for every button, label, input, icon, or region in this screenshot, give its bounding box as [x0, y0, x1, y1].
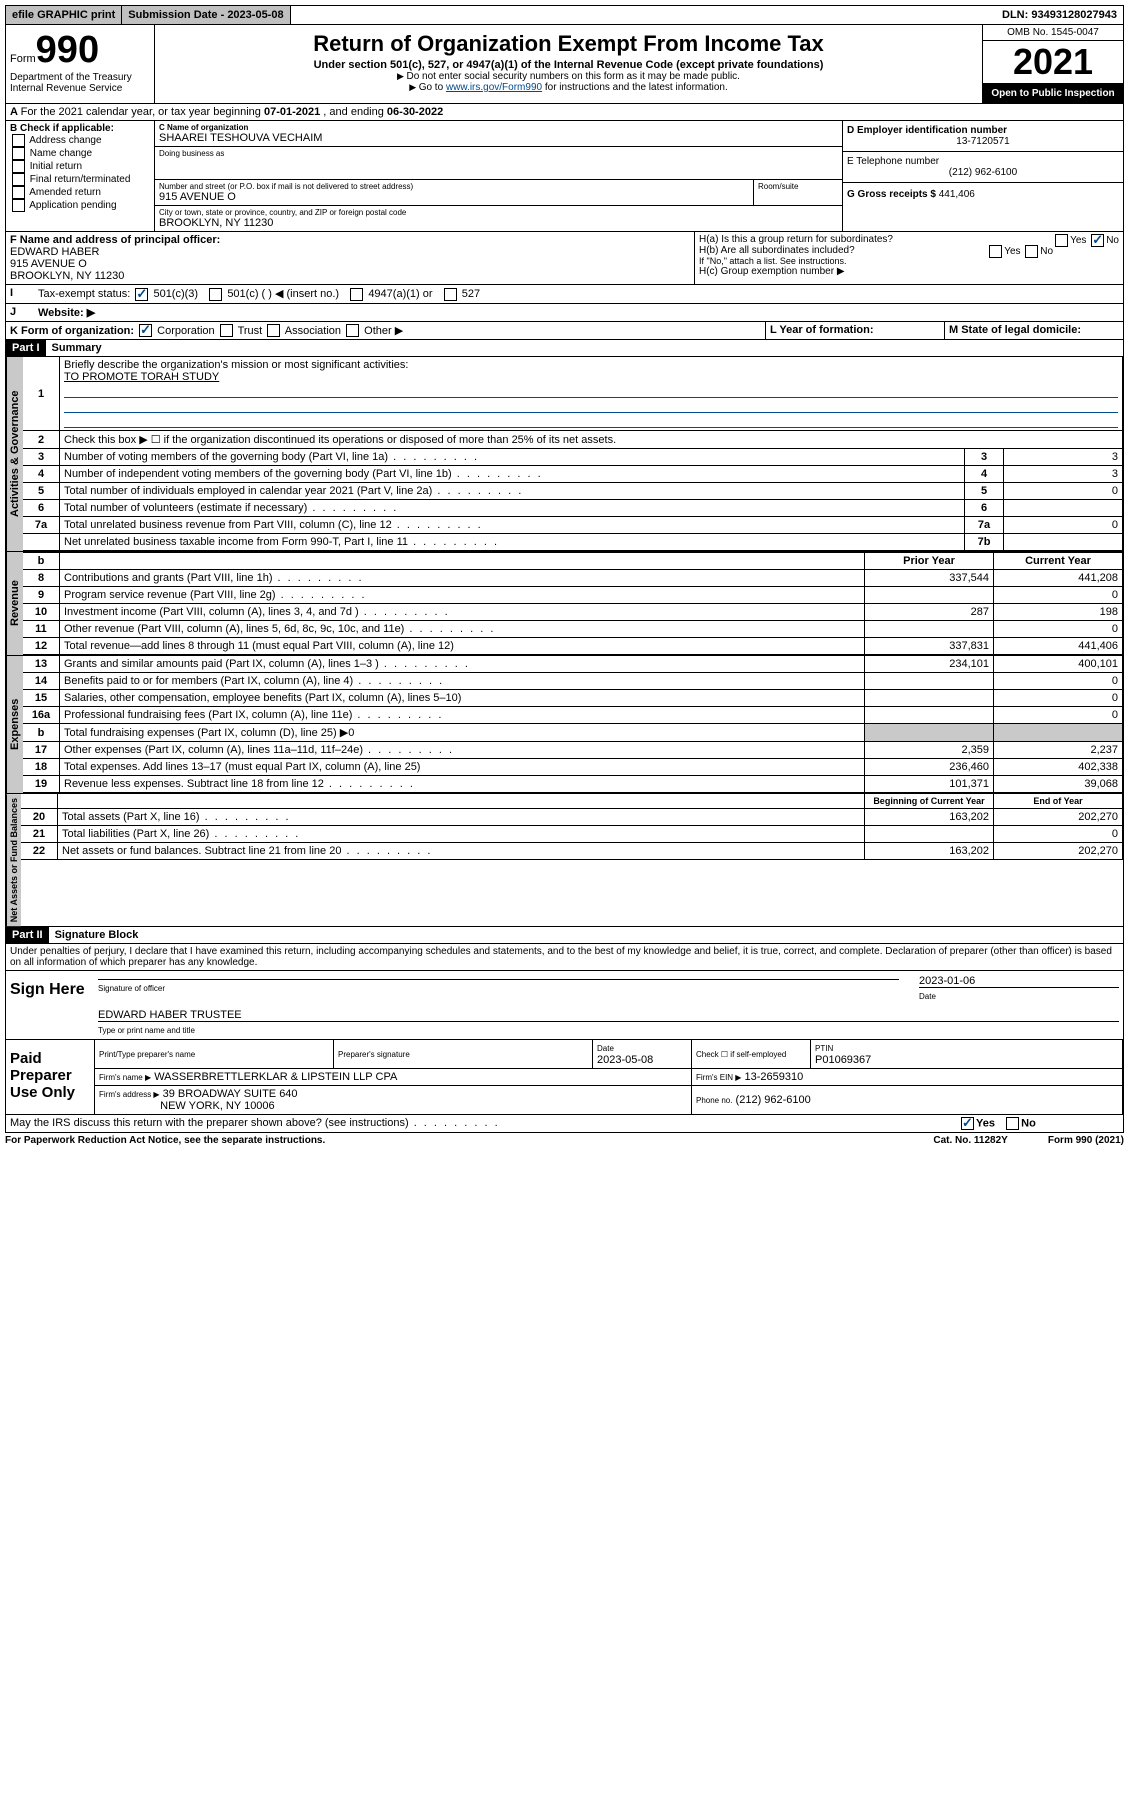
- cb-527[interactable]: [444, 288, 457, 301]
- gross-value: 441,406: [939, 189, 975, 200]
- cb-amended[interactable]: Amended return: [10, 186, 150, 199]
- dba-label: Doing business as: [159, 149, 838, 158]
- mission-text: TO PROMOTE TORAH STUDY: [64, 371, 219, 383]
- submission-date: Submission Date - 2023-05-08: [122, 6, 290, 24]
- tax-status-row: I Tax-exempt status: 501(c)(3) 501(c) ( …: [5, 285, 1124, 304]
- firm-ein: 13-2659310: [745, 1071, 804, 1083]
- ein-label: D Employer identification number: [847, 125, 1119, 136]
- cb-name-change[interactable]: Name change: [10, 147, 150, 160]
- firm-addr1: 39 BROADWAY SUITE 640: [163, 1088, 298, 1100]
- page-footer: For Paperwork Reduction Act Notice, see …: [5, 1133, 1124, 1148]
- open-inspection: Open to Public Inspection: [983, 84, 1123, 103]
- sign-date: 2023-01-06: [919, 975, 1119, 987]
- cb-final-return[interactable]: Final return/terminated: [10, 173, 150, 186]
- net-section: Net Assets or Fund Balances Beginning of…: [5, 794, 1124, 927]
- officer-addr2: BROOKLYN, NY 11230: [10, 270, 690, 282]
- officer-printed: EDWARD HABER TRUSTEE: [98, 1009, 1119, 1021]
- penalty-statement: Under penalties of perjury, I declare th…: [5, 944, 1124, 971]
- efile-print-button[interactable]: efile GRAPHIC print: [6, 6, 122, 24]
- phone-value: (212) 962-6100: [847, 167, 1119, 178]
- addr-label: Number and street (or P.O. box if mail i…: [159, 182, 749, 191]
- cb-501c[interactable]: [209, 288, 222, 301]
- cb-address-change[interactable]: Address change: [10, 134, 150, 147]
- section-b-label: B Check if applicable:: [10, 123, 150, 134]
- cb-4947[interactable]: [350, 288, 363, 301]
- cb-trust[interactable]: [220, 324, 233, 337]
- dln: DLN: 93493128027943: [996, 6, 1123, 24]
- expenses-table: 13Grants and similar amounts paid (Part …: [23, 656, 1123, 793]
- irs-label: Internal Revenue Service: [10, 83, 150, 94]
- cb-other[interactable]: [346, 324, 359, 337]
- website-label: Website: ▶: [34, 304, 1123, 321]
- ssn-note: Do not enter social security numbers on …: [159, 71, 978, 82]
- f-label: F Name and address of principal officer:: [10, 234, 690, 246]
- sign-here-label: Sign Here: [6, 971, 94, 1039]
- gross-label: G Gross receipts $: [847, 189, 936, 200]
- firm-addr2: NEW YORK, NY 10006: [160, 1100, 275, 1112]
- dept-treasury: Department of the Treasury: [10, 72, 150, 83]
- sign-here-block: Sign Here Signature of officer 2023-01-0…: [5, 971, 1124, 1040]
- vtab-expenses: Expenses: [6, 656, 23, 793]
- tax-year: 2021: [983, 41, 1123, 84]
- officer-group-block: F Name and address of principal officer:…: [5, 232, 1124, 285]
- cb-assoc[interactable]: [267, 324, 280, 337]
- c-name-label: C Name of organization: [159, 123, 838, 132]
- gov-table: 1 Briefly describe the organization's mi…: [23, 357, 1123, 551]
- irs-link[interactable]: www.irs.gov/Form990: [446, 82, 542, 93]
- form-subtitle: Under section 501(c), 527, or 4947(a)(1)…: [159, 59, 978, 71]
- line-a: A For the 2021 calendar year, or tax yea…: [5, 104, 1124, 121]
- form-word: Form: [10, 53, 36, 65]
- revenue-section: Revenue b Prior Year Current Year 8Contr…: [5, 552, 1124, 656]
- net-table: Beginning of Current Year End of Year 20…: [21, 794, 1123, 860]
- m-label: M State of legal domicile:: [949, 324, 1081, 336]
- h-a: H(a) Is this a group return for subordin…: [699, 234, 1119, 245]
- form-header: Form990 Department of the Treasury Inter…: [5, 25, 1124, 104]
- gov-section: Activities & Governance 1 Briefly descri…: [5, 357, 1124, 552]
- cb-501c3[interactable]: [135, 288, 148, 301]
- form-title: Return of Organization Exempt From Incom…: [159, 31, 978, 57]
- cb-discuss-no[interactable]: [1006, 1117, 1019, 1130]
- cb-corp[interactable]: [139, 324, 152, 337]
- form-number: 990: [36, 29, 99, 71]
- paid-label: Paid Preparer Use Only: [6, 1040, 94, 1114]
- h-c: H(c) Group exemption number ▶: [699, 266, 1119, 277]
- firm-phone: (212) 962-6100: [736, 1094, 811, 1106]
- website-row: J Website: ▶: [5, 304, 1124, 322]
- org-city: BROOKLYN, NY 11230: [159, 217, 838, 229]
- efile-topbar: efile GRAPHIC print Submission Date - 20…: [5, 5, 1124, 25]
- h-note: If "No," attach a list. See instructions…: [699, 256, 1119, 266]
- cb-discuss-yes[interactable]: [961, 1117, 974, 1130]
- cb-app-pending[interactable]: Application pending: [10, 199, 150, 212]
- paid-preparer-block: Paid Preparer Use Only Print/Type prepar…: [5, 1040, 1124, 1115]
- phone-label: E Telephone number: [847, 156, 1119, 167]
- room-label: Room/suite: [758, 182, 838, 191]
- revenue-table: b Prior Year Current Year 8Contributions…: [23, 552, 1123, 655]
- discuss-row: May the IRS discuss this return with the…: [5, 1115, 1124, 1133]
- goto-note: Go to www.irs.gov/Form990 for instructio…: [159, 82, 978, 93]
- ein-value: 13-7120571: [847, 136, 1119, 147]
- city-label: City or town, state or province, country…: [159, 208, 838, 217]
- org-name: SHAAREI TESHOUVA VECHAIM: [159, 132, 838, 144]
- part1-header: Part I Summary: [5, 340, 1124, 357]
- officer-name: EDWARD HABER: [10, 246, 690, 258]
- cb-initial-return[interactable]: Initial return: [10, 160, 150, 173]
- l-label: L Year of formation:: [770, 324, 874, 336]
- vtab-gov: Activities & Governance: [6, 357, 23, 551]
- part2-header: Part II Signature Block: [5, 927, 1124, 944]
- officer-addr1: 915 AVENUE O: [10, 258, 690, 270]
- form-org-row: K Form of organization: Corporation Trus…: [5, 322, 1124, 341]
- vtab-net: Net Assets or Fund Balances: [6, 794, 21, 926]
- org-addr: 915 AVENUE O: [159, 191, 749, 203]
- firm-name: WASSERBRETTLERKLAR & LIPSTEIN LLP CPA: [154, 1071, 397, 1083]
- omb-number: OMB No. 1545-0047: [983, 25, 1123, 41]
- vtab-revenue: Revenue: [6, 552, 23, 655]
- org-info-block: B Check if applicable: Address change Na…: [5, 121, 1124, 232]
- expenses-section: Expenses 13Grants and similar amounts pa…: [5, 656, 1124, 794]
